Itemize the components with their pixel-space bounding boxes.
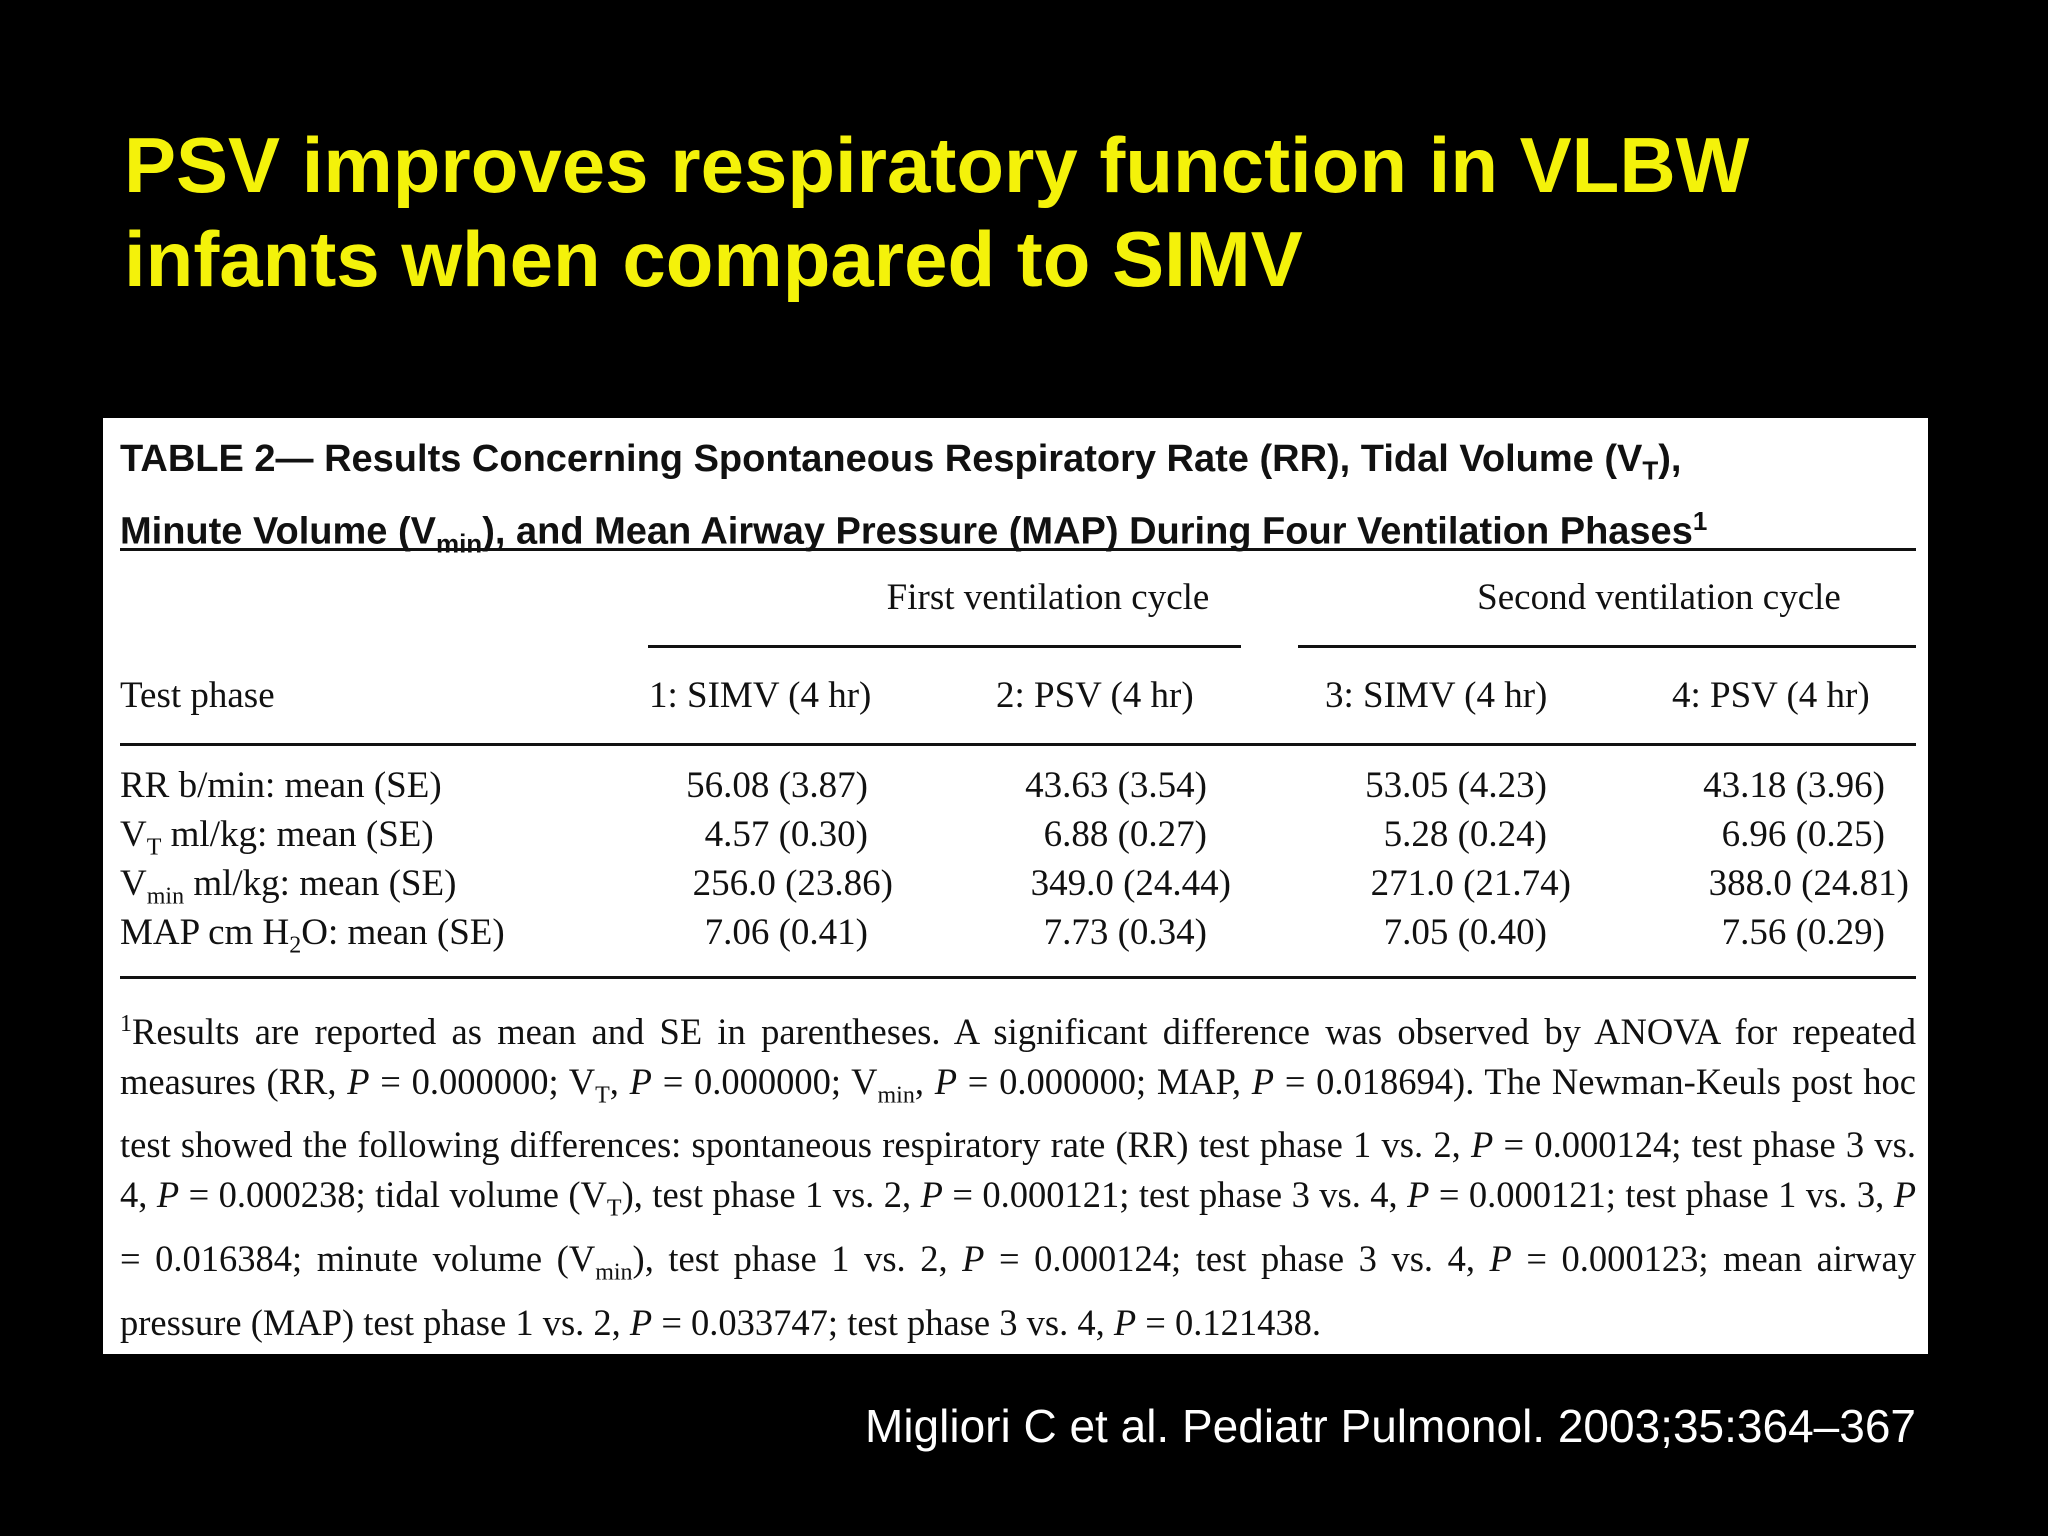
footnote-text: = 0.016384; minute volume (V (120, 1237, 596, 1279)
column-header-2: 2: PSV (4 hr) (996, 675, 1194, 716)
top-rule (120, 548, 1916, 551)
group-header-second: Second ventilation cycle (1477, 577, 1841, 618)
footnote-subscript: min (595, 1259, 633, 1286)
column-header-3: 3: SIMV (4 hr) (1325, 675, 1548, 716)
table-cell: 7.73 (0.34) (1043, 912, 1207, 953)
footnote-italic: P (1893, 1173, 1916, 1215)
row-label-rr: RR b/min: mean (SE) (120, 765, 442, 806)
caption-subscript-t: T (1642, 455, 1659, 486)
row-label-subscript: min (146, 883, 185, 910)
footnote-italic: P (629, 1301, 653, 1343)
footnote-italic: P (156, 1173, 180, 1215)
footnote-italic: P (629, 1060, 652, 1102)
slide-title: PSV improves respiratory function in VLB… (124, 118, 1964, 306)
footnote-text: = 0.000238; tidal volume (V (179, 1173, 607, 1215)
caption-footnote-mark: 1 (1692, 505, 1708, 536)
row-label-vmin: Vmin ml/kg: mean (SE) (120, 862, 456, 918)
table-cell: 349.0 (24.44) (1030, 863, 1231, 904)
slide-title-line2: infants when compared to SIMV (124, 215, 1303, 303)
table-cell: 7.06 (0.41) (704, 912, 868, 953)
column-header-1: 1: SIMV (4 hr) (649, 675, 872, 716)
footnote-text: = 0.000121; test phase 3 vs. 4, (942, 1173, 1408, 1215)
footnote-italic: P (1407, 1173, 1430, 1215)
table-footnote: 1Results are reported as mean and SE in … (120, 1000, 1916, 1347)
footnote-text: ), test phase 1 vs. 2, (621, 1173, 921, 1215)
table-cell: 56.08 (3.87) (686, 765, 868, 806)
footnote-subscript: T (595, 1081, 610, 1108)
caption-text-2: ), (1658, 438, 1682, 480)
footnote-italic: P (962, 1237, 985, 1279)
footnote-text: ), test phase 1 vs. 2, (632, 1237, 963, 1279)
footnote-text: , (609, 1060, 630, 1102)
footnote-text: = 0.000124; test phase 3 vs. 4, (120, 1124, 1916, 1215)
row-label-text: V (120, 814, 147, 855)
table-cell: 256.0 (23.86) (692, 863, 893, 904)
footnote-mark: 1 (120, 1011, 132, 1037)
table-cell: 4.57 (0.30) (704, 814, 868, 855)
footnote-subscript: min (877, 1081, 915, 1108)
row-label-text: ml/kg: mean (SE) (161, 814, 434, 855)
row-label-text: MAP cm H (120, 912, 290, 953)
footnote-text: = 0.000121; test phase 1 vs. 3, (1429, 1173, 1894, 1215)
footnote-italic: P (934, 1060, 958, 1102)
column-header-4: 4: PSV (4 hr) (1672, 675, 1870, 716)
row-label-subscript: T (146, 834, 162, 861)
footnote-italic: P (1489, 1237, 1512, 1279)
table-cell: 7.56 (0.29) (1721, 912, 1885, 953)
table-caption: TABLE 2— Results Concerning Spontaneous … (120, 434, 1920, 568)
row-label-text: ml/kg: mean (SE) (184, 863, 457, 904)
footnote-text: = 0.121438. (1136, 1301, 1321, 1343)
footnote-text: = 0.033747; test phase 3 vs. 4, (652, 1301, 1114, 1343)
table-cell: 271.0 (21.74) (1370, 863, 1571, 904)
group-rule-second (1298, 645, 1916, 648)
table-cell: 5.28 (0.24) (1383, 814, 1547, 855)
table-cell: 6.96 (0.25) (1721, 814, 1885, 855)
stub-header: Test phase (120, 675, 275, 716)
table-cell: 43.63 (3.54) (1025, 765, 1207, 806)
table-figure: TABLE 2— Results Concerning Spontaneous … (103, 418, 1928, 1354)
footnote-italic: P (1251, 1060, 1275, 1102)
footnote-text: = 0.000123; mean airway pressure (MAP) t… (120, 1237, 1916, 1343)
footnote-text: = 0.000000; MAP, (957, 1060, 1252, 1102)
table-cell: 43.18 (3.96) (1703, 765, 1885, 806)
caption-subscript-min: min (435, 527, 483, 558)
footnote-italic: P (920, 1173, 943, 1215)
table-cell: 6.88 (0.27) (1043, 814, 1207, 855)
citation: Migliori C et al. Pediatr Pulmonol. 2003… (865, 1400, 1916, 1452)
caption-text-4: ), and Mean Airway Pressure (MAP) During… (482, 510, 1693, 553)
caption-text-1: TABLE 2— Results Concerning Spontaneous … (120, 438, 1643, 480)
footnote-italic: P (1471, 1124, 1494, 1166)
row-label-text: O: mean (SE) (301, 912, 505, 953)
footnote-text: , (914, 1060, 935, 1102)
row-label-text: V (120, 863, 147, 904)
footnote-text: Results are reported as mean and SE in p… (120, 1011, 1916, 1102)
footnote-subscript: T (606, 1195, 622, 1222)
slide-title-line1: PSV improves respiratory function in VLB… (124, 121, 1750, 209)
bottom-rule (120, 976, 1916, 979)
footnote-text: = 0.018694). The Newman-Keuls post hoc t… (120, 1060, 1917, 1166)
table-cell: 388.0 (24.81) (1708, 863, 1909, 904)
group-rule-first (648, 645, 1241, 648)
group-header-first: First ventilation cycle (886, 577, 1210, 618)
footnote-text: = 0.000000; V (651, 1060, 878, 1102)
table-cell: 53.05 (4.23) (1365, 765, 1547, 806)
table-cell: 7.05 (0.40) (1383, 912, 1547, 953)
row-label-subscript: 2 (289, 932, 302, 959)
header-rule (120, 743, 1916, 746)
row-label-vt: VT ml/kg: mean (SE) (120, 813, 434, 869)
caption-text-3: Minute Volume (V (120, 510, 436, 553)
row-label-map: MAP cm H2O: mean (SE) (120, 911, 505, 967)
footnote-text: = 0.000124; test phase 3 vs. 4, (984, 1237, 1490, 1279)
footnote-italic: P (1113, 1301, 1137, 1343)
footnote-text: = 0.000000; V (369, 1060, 596, 1102)
footnote-italic: P (347, 1060, 370, 1102)
